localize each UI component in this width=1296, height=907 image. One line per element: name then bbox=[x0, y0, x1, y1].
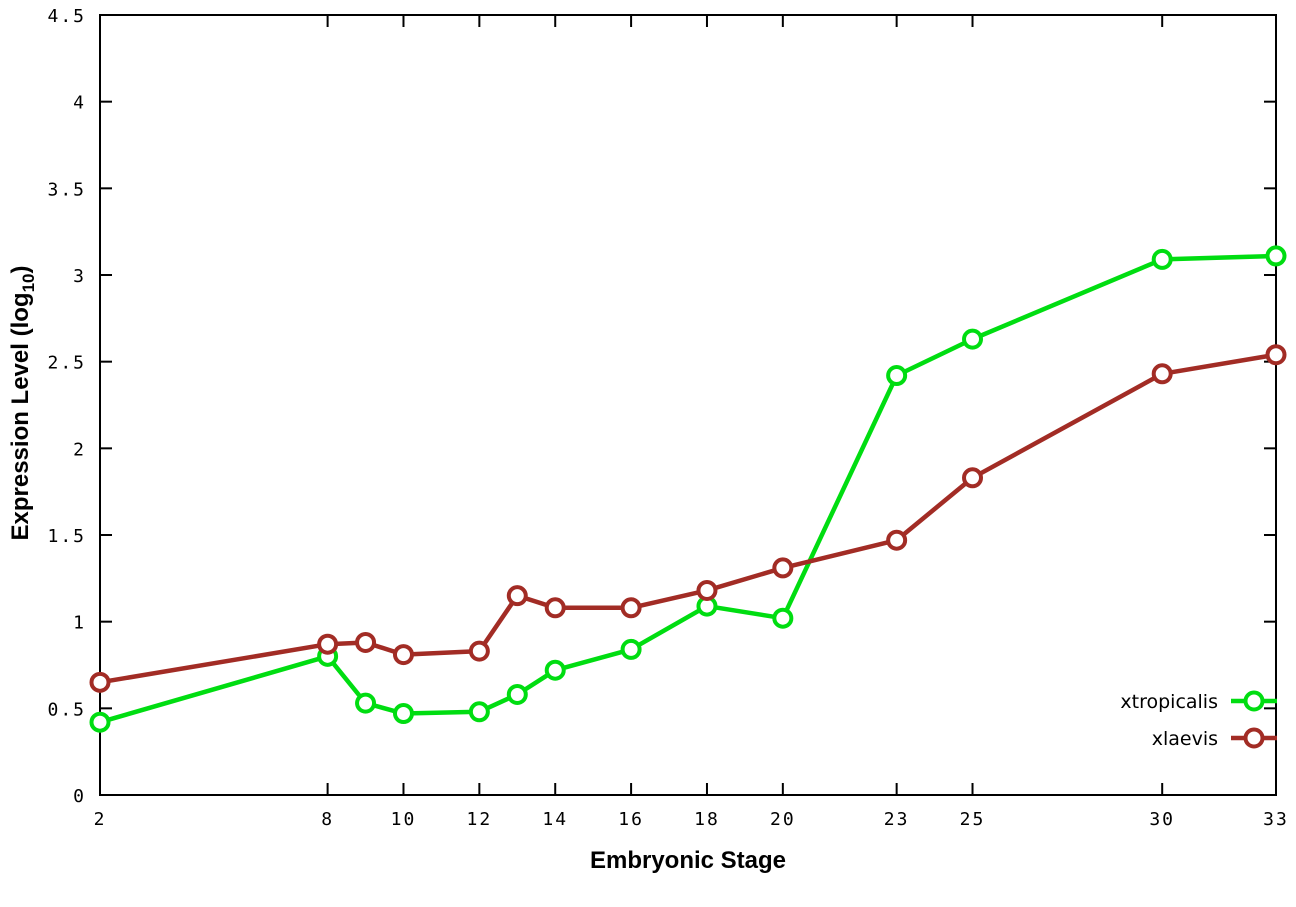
series-marker-xtropicalis bbox=[89, 711, 111, 733]
series-marker-xlaevis bbox=[1265, 344, 1287, 366]
y-tick-label: 0 bbox=[73, 786, 86, 807]
y-tick-label: 3 bbox=[73, 266, 86, 287]
x-tick-label: 23 bbox=[884, 809, 910, 830]
series-marker-xlaevis bbox=[89, 671, 111, 693]
x-tick-label: 33 bbox=[1263, 809, 1289, 830]
series-line-xlaevis bbox=[97, 352, 1279, 685]
x-tick-label: 2 bbox=[94, 809, 107, 830]
series-marker-xlaevis bbox=[962, 467, 984, 489]
series-marker-xlaevis bbox=[355, 631, 377, 653]
x-tick-label: 18 bbox=[694, 809, 720, 830]
series-marker-xtropicalis bbox=[392, 703, 414, 725]
plot-border bbox=[99, 14, 1277, 796]
series-marker-xtropicalis bbox=[506, 683, 528, 705]
legend-label-xlaevis: xlaevis bbox=[1152, 728, 1218, 750]
legend-label-xtropicalis: xtropicalis bbox=[1120, 691, 1218, 713]
x-axis-label: Embryonic Stage bbox=[590, 847, 786, 874]
x-tick-label: 25 bbox=[960, 809, 986, 830]
series-marker-xtropicalis bbox=[544, 659, 566, 681]
series-marker-xtropicalis bbox=[468, 701, 490, 723]
y-tick-label: 1.5 bbox=[47, 526, 86, 547]
series-marker-xlaevis bbox=[1151, 363, 1173, 385]
series-marker-xtropicalis bbox=[886, 365, 908, 387]
series-marker-xtropicalis bbox=[962, 328, 984, 350]
series-marker-xlaevis bbox=[696, 579, 718, 601]
y-tick-label: 2.5 bbox=[47, 353, 86, 374]
series-marker-xtropicalis bbox=[355, 692, 377, 714]
series-marker-xlaevis bbox=[392, 644, 414, 666]
y-tick-label: 2 bbox=[73, 439, 86, 460]
x-tick-label: 16 bbox=[618, 809, 644, 830]
series-marker-xlaevis bbox=[620, 597, 642, 619]
series-marker-xlaevis bbox=[468, 640, 490, 662]
series-marker-xtropicalis bbox=[772, 607, 794, 629]
legend-marker-xlaevis bbox=[1243, 727, 1265, 749]
x-tick-label: 20 bbox=[770, 809, 796, 830]
y-tick-label: 4.5 bbox=[47, 6, 86, 27]
x-tick-label: 10 bbox=[391, 809, 417, 830]
series-marker-xtropicalis bbox=[1265, 245, 1287, 267]
legend-marker-xtropicalis bbox=[1243, 690, 1265, 712]
series-marker-xtropicalis bbox=[620, 638, 642, 660]
y-tick-label: 3.5 bbox=[47, 179, 86, 200]
series-marker-xlaevis bbox=[886, 529, 908, 551]
y-axis-label: Expression Level (log10) bbox=[7, 266, 38, 541]
series-marker-xlaevis bbox=[544, 597, 566, 619]
x-tick-label: 12 bbox=[467, 809, 493, 830]
series-marker-xtropicalis bbox=[1151, 248, 1173, 270]
series-marker-xlaevis bbox=[772, 557, 794, 579]
x-tick-label: 30 bbox=[1149, 809, 1175, 830]
series-marker-xlaevis bbox=[317, 633, 339, 655]
y-tick-label: 4 bbox=[73, 93, 86, 114]
x-tick-label: 8 bbox=[321, 809, 334, 830]
series-marker-xlaevis bbox=[506, 585, 528, 607]
y-tick-label: 1 bbox=[73, 613, 86, 634]
y-tick-label: 0.5 bbox=[47, 699, 86, 720]
x-tick-label: 14 bbox=[542, 809, 568, 830]
